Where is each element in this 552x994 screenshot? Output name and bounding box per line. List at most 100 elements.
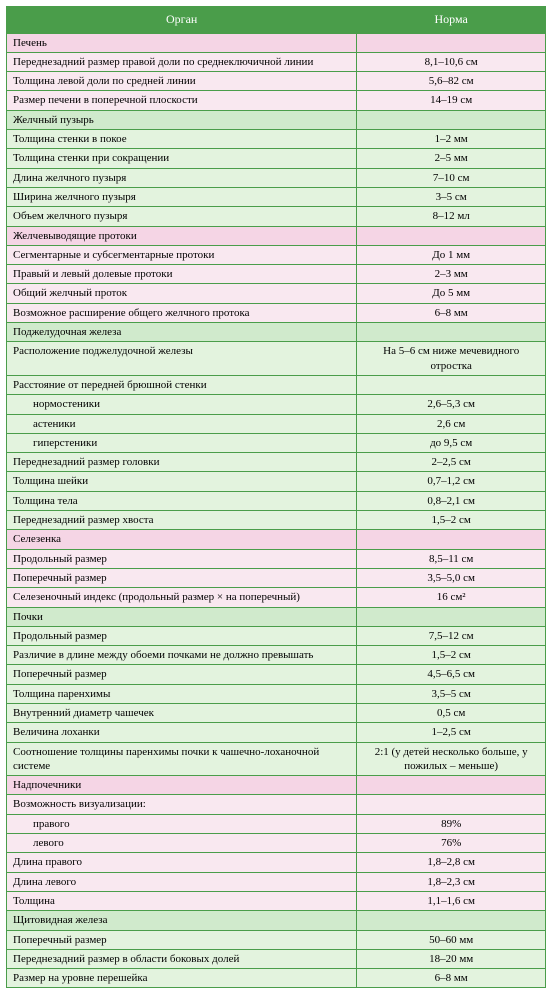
row-label: Поперечный размер	[7, 568, 357, 587]
row-value: 4,5–6,5 см	[357, 665, 546, 684]
section-norm-empty	[357, 607, 546, 626]
row-label: левого	[7, 834, 357, 853]
table-row: Длина правого1,8–2,8 см	[7, 853, 546, 872]
row-value: 6–8 мм	[357, 969, 546, 988]
row-label: Длина правого	[7, 853, 357, 872]
table-row: Толщина тела0,8–2,1 см	[7, 491, 546, 510]
row-label: Длина желчного пузыря	[7, 168, 357, 187]
row-label: правого	[7, 814, 357, 833]
row-label: Селезеночный индекс (продольный размер ×…	[7, 588, 357, 607]
section-norm-empty	[357, 226, 546, 245]
row-value: 2,6–5,3 см	[357, 395, 546, 414]
row-value: 3,5–5,0 см	[357, 568, 546, 587]
table-row: Поперечный размер50–60 мм	[7, 930, 546, 949]
section-header-row: Поджелудочная железа	[7, 323, 546, 342]
row-label: Соотношение толщины паренхимы почки к ча…	[7, 742, 357, 776]
row-label: Толщина	[7, 891, 357, 910]
table-row: Толщина левой доли по средней линии5,6–8…	[7, 72, 546, 91]
section-header-row: Желчевыводящие протоки	[7, 226, 546, 245]
table-row: Размер печени в поперечной плоскости14–1…	[7, 91, 546, 110]
section-title: Почки	[7, 607, 357, 626]
table-row: Расстояние от передней брюшной стенки	[7, 375, 546, 394]
row-label: Толщина левой доли по средней линии	[7, 72, 357, 91]
row-value: 14–19 см	[357, 91, 546, 110]
row-label: Расстояние от передней брюшной стенки	[7, 375, 357, 394]
row-label: Размер на уровне перешейка	[7, 969, 357, 988]
row-value: 76%	[357, 834, 546, 853]
section-title: Поджелудочная железа	[7, 323, 357, 342]
table-row: Поперечный размер4,5–6,5 см	[7, 665, 546, 684]
row-label: Продольный размер	[7, 626, 357, 645]
row-value: 18–20 мм	[357, 949, 546, 968]
row-value: 2–2,5 см	[357, 453, 546, 472]
row-value: 2:1 (у детей несколько боль­ше, у пожилы…	[357, 742, 546, 776]
row-label: Сегментарные и субсегментарные протоки	[7, 245, 357, 264]
row-label: Толщина шейки	[7, 472, 357, 491]
row-label: нормостеники	[7, 395, 357, 414]
row-value: 1–2 мм	[357, 130, 546, 149]
section-norm-empty	[357, 110, 546, 129]
table-row: правого89%	[7, 814, 546, 833]
table-row: Толщина стенки в покое1–2 мм	[7, 130, 546, 149]
row-label: Толщина тела	[7, 491, 357, 510]
section-header-row: Щитовидная железа	[7, 911, 546, 930]
table-row: Переднезадний размер в области боковых д…	[7, 949, 546, 968]
table-row: Длина желчного пузыря7–10 см	[7, 168, 546, 187]
section-title: Щитовидная железа	[7, 911, 357, 930]
table-row: Размер на уровне перешейка6–8 мм	[7, 969, 546, 988]
row-label: Толщина паренхимы	[7, 684, 357, 703]
header-organ: Орган	[7, 7, 357, 34]
row-value: до 9,5 см	[357, 433, 546, 452]
table-row: Длина левого1,8–2,3 см	[7, 872, 546, 891]
row-value: На 5–6 см ниже мечевидного отростка	[357, 342, 546, 376]
section-header-row: Почки	[7, 607, 546, 626]
row-label: Правый и левый долевые протоки	[7, 265, 357, 284]
row-value: 1,8–2,8 см	[357, 853, 546, 872]
row-label: Возможное расширение общего желчного про…	[7, 303, 357, 322]
row-value: 1,8–2,3 см	[357, 872, 546, 891]
table-header-row: Орган Норма	[7, 7, 546, 34]
table-row: Ширина желчного пузыря3–5 см	[7, 187, 546, 206]
table-row: Внутренний диаметр чашечек0,5 см	[7, 703, 546, 722]
section-norm-empty	[357, 911, 546, 930]
table-row: Объем желчного пузыря8–12 мл	[7, 207, 546, 226]
row-value	[357, 375, 546, 394]
table-row: Возможность визуализации:	[7, 795, 546, 814]
row-label: астеники	[7, 414, 357, 433]
row-value: 50–60 мм	[357, 930, 546, 949]
row-value: 16 см²	[357, 588, 546, 607]
row-value: 2–5 мм	[357, 149, 546, 168]
row-label: Ширина желчного пузыря	[7, 187, 357, 206]
row-value: 8–12 мл	[357, 207, 546, 226]
row-value: До 1 мм	[357, 245, 546, 264]
section-norm-empty	[357, 323, 546, 342]
table-row: гиперстеникидо 9,5 см	[7, 433, 546, 452]
row-value: 7–10 см	[357, 168, 546, 187]
table-row: Переднезадний размер хвоста1,5–2 см	[7, 511, 546, 530]
table-row: Селезеночный индекс (продольный размер ×…	[7, 588, 546, 607]
table-row: Продольный размер7,5–12 см	[7, 626, 546, 645]
row-label: Поперечный размер	[7, 930, 357, 949]
row-value: 6–8 мм	[357, 303, 546, 322]
row-value: 1,5–2 см	[357, 646, 546, 665]
table-row: Переднезадний размер головки2–2,5 см	[7, 453, 546, 472]
row-label: Поперечный размер	[7, 665, 357, 684]
norms-table: Орган Норма ПеченьПереднезадний размер п…	[6, 6, 546, 988]
table-row: Правый и левый долевые протоки2–3 мм	[7, 265, 546, 284]
section-norm-empty	[357, 33, 546, 52]
row-value: 7,5–12 см	[357, 626, 546, 645]
row-label: Переднезадний размер в области боковых д…	[7, 949, 357, 968]
table-row: Сегментарные и субсегментарные протокиДо…	[7, 245, 546, 264]
table-row: Поперечный размер3,5–5,0 см	[7, 568, 546, 587]
row-value: 8,5–11 см	[357, 549, 546, 568]
section-title: Селезенка	[7, 530, 357, 549]
row-label: Внутренний диаметр чашечек	[7, 703, 357, 722]
table-row: Толщина паренхимы3,5–5 см	[7, 684, 546, 703]
row-label: Общий желчный проток	[7, 284, 357, 303]
row-label: Объем желчного пузыря	[7, 207, 357, 226]
row-label: Толщина стенки при сокращении	[7, 149, 357, 168]
row-label: Длина левого	[7, 872, 357, 891]
row-value: 5,6–82 см	[357, 72, 546, 91]
table-row: Общий желчный протокДо 5 мм	[7, 284, 546, 303]
row-label: Возможность визуализации:	[7, 795, 357, 814]
